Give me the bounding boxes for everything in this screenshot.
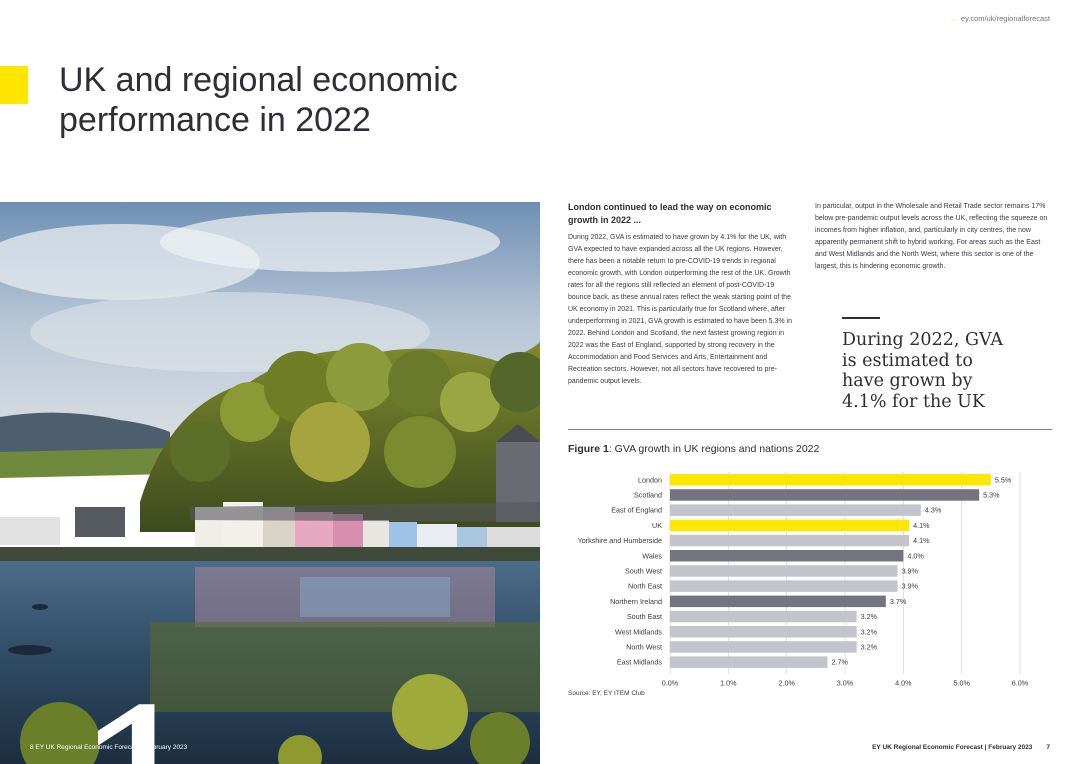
footer-right: EY UK Regional Economic Forecast | Febru…	[872, 744, 1050, 751]
category-label: West Midlands	[615, 627, 662, 636]
bar	[670, 565, 898, 577]
category-label: Scotland	[634, 490, 662, 499]
figure-source: Source: EY, EY ITEM Club	[568, 690, 645, 697]
category-label: South West	[625, 566, 662, 575]
category-label: East Midlands	[617, 658, 663, 667]
category-label: Wales	[642, 551, 662, 560]
data-label: 4.1%	[913, 521, 930, 530]
x-tick-label: 0.0%	[662, 679, 679, 688]
data-label: 3.2%	[861, 612, 878, 621]
category-label: North West	[626, 642, 662, 651]
data-label: 3.9%	[902, 566, 919, 575]
bar	[670, 519, 910, 532]
bar	[670, 489, 980, 501]
bar	[670, 580, 898, 592]
data-label: 4.0%	[907, 551, 924, 560]
column-2-body: In particular, output in the Wholesale a…	[815, 203, 1048, 270]
accent-bar	[0, 66, 28, 104]
bar	[670, 504, 921, 516]
figure-title: Figure 1: GVA growth in UK regions and n…	[568, 443, 819, 455]
footer-right-text: EY UK Regional Economic Forecast | Febru…	[872, 744, 1033, 751]
section-heading: London continued to lead the way on econ…	[568, 202, 772, 225]
data-label: 3.2%	[861, 642, 878, 651]
category-label: East of England	[611, 506, 662, 515]
data-label: 3.7%	[890, 597, 907, 606]
section-divider	[568, 429, 1052, 430]
arrow-icon: →	[949, 14, 957, 23]
gva-growth-chart: London 5.5% Scotland 5.3% East of England 4.3…	[578, 472, 1029, 688]
category-label: UK	[652, 521, 662, 530]
data-label: 4.1%	[913, 536, 930, 545]
category-label: South East	[627, 612, 662, 621]
bar	[670, 656, 828, 668]
x-tick-label: 3.0%	[837, 679, 854, 688]
x-tick-label: 2.0%	[778, 679, 795, 688]
quote-rule	[842, 317, 880, 319]
bar	[670, 474, 991, 486]
category-label: North East	[628, 582, 662, 591]
data-label: 3.2%	[861, 627, 878, 636]
bar	[670, 641, 857, 653]
harbour-photo: 1 8 EY UK Regional Economic Forecast | F…	[0, 202, 540, 764]
category-label: London	[638, 475, 662, 484]
data-label: 3.9%	[902, 582, 919, 591]
data-label: 4.3%	[925, 506, 942, 515]
column-2: In particular, output in the Wholesale a…	[815, 201, 1053, 273]
x-tick-label: 4.0%	[895, 679, 912, 688]
bar	[670, 626, 857, 638]
category-label: Northern Ireland	[610, 597, 662, 606]
page-title: UK and regional economic performance in …	[59, 61, 458, 139]
category-label: Yorkshire and Humberside	[578, 536, 662, 545]
header-url[interactable]: → ey.com/uk/regionalforecast	[949, 14, 1050, 23]
bar	[670, 595, 886, 608]
x-tick-label: 1.0%	[720, 679, 737, 688]
bar	[670, 550, 904, 562]
column-1-body: During 2022, GVA is estimated to have gr…	[568, 234, 793, 385]
column-1: London continued to lead the way on econ…	[568, 201, 794, 388]
bar	[670, 534, 910, 547]
data-label: 5.3%	[983, 490, 1000, 499]
figure-caption: : GVA growth in UK regions and nations 2…	[608, 443, 820, 455]
data-label: 2.7%	[832, 658, 849, 667]
footer-left: 8 EY UK Regional Economic Forecast | Feb…	[30, 744, 188, 751]
header-url-text: ey.com/uk/regionalforecast	[960, 14, 1050, 23]
page-number: 7	[1046, 744, 1050, 751]
x-tick-label: 5.0%	[953, 679, 970, 688]
bar	[670, 610, 857, 623]
x-tick-label: 6.0%	[1012, 679, 1029, 688]
chapter-number: 1	[70, 682, 216, 764]
figure-label: Figure 1	[568, 443, 609, 455]
pull-quote: During 2022, GVA is estimated to have gr…	[842, 330, 1004, 412]
data-label: 5.5%	[995, 475, 1012, 484]
